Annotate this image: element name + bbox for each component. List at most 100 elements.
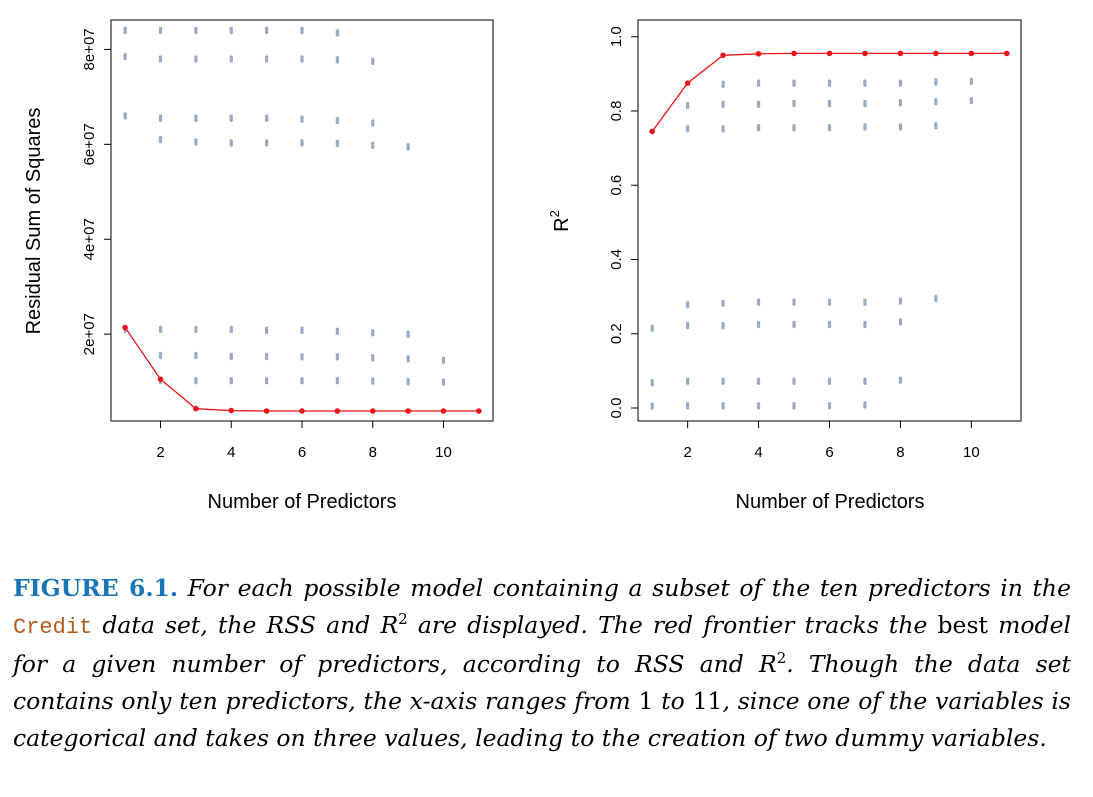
r2-y-tick-label-0: 0.0 [608,398,625,419]
rss-point-x5-5 [264,352,269,361]
r2-point-x1-0 [650,402,654,410]
rss-point-x10-0 [441,356,446,364]
r2-point-x6-0 [827,402,832,410]
r2-frontier-point-10 [968,50,975,57]
rss-point-x8-3 [371,329,375,337]
caption-code-credit: Credit [13,615,93,640]
caption-text-7: to [661,687,685,715]
rss-point-x3-2 [194,114,198,122]
r2-y-axis: 0.0 0.2 0.4 0.6 0.8 1.0 [608,26,638,418]
rss-point-x5-6 [264,376,269,385]
r2-point-x2-5 [685,101,690,110]
caption-num-11: 11 [692,687,723,715]
r2-point-x4-6 [756,79,761,87]
r2-point-x3-1 [721,377,725,385]
rss-point-x8-1 [371,119,375,127]
rss-point-x6-1 [300,55,304,63]
r2-point-x9-1 [934,122,938,130]
rss-frontier-point-2 [157,376,164,383]
caption-text-2: data set, the RSS and [102,611,371,639]
r2-point-x8-1 [898,318,903,326]
rss-point-x3-4 [194,325,198,334]
rss-point-x7-1 [335,56,340,64]
r2-point-x8-2 [898,297,903,305]
caption-text-3: are displayed. The red frontier tracks t… [417,611,928,639]
r2-point-x3-0 [721,402,725,410]
rss-panel: 2 4 6 8 10 2e+07 4e+07 6e+07 8e+07 Number of Pr… [23,19,494,513]
rss-plot-frame [110,19,494,422]
rss-point-x7-0 [335,29,340,37]
rss-point-x2-0 [158,26,163,35]
rss-model-points [123,26,446,386]
rss-y-tick-label-0: 2e+07 [81,313,98,355]
rss-point-x1-1 [123,52,127,61]
r2-point-x4-3 [756,298,761,306]
rss-point-x2-3 [158,135,163,144]
rss-point-x4-4 [229,325,233,334]
r2-frontier-point-4 [755,50,762,57]
r2-point-x5-0 [792,402,796,410]
r2-point-x3-4 [721,125,725,133]
rss-point-x7-6 [335,376,340,385]
r2-point-x9-3 [934,78,938,86]
r2-x-tick-label-6: 6 [825,444,833,461]
r2-point-x1-2 [650,324,654,332]
caption-r2-second: R2 [759,649,787,678]
r2-point-x5-5 [792,99,796,108]
r2-point-x7-2 [863,320,867,329]
rss-x-tick-label-8: 8 [369,444,377,461]
rss-point-x5-2 [264,114,269,122]
r2-point-x7-3 [863,298,867,306]
r2-point-x6-1 [827,377,832,385]
r2-point-x8-4 [898,99,903,107]
r2-x-axis: 2 4 6 8 10 [683,421,980,461]
figure-caption: FIGURE 6.1. For each possible model cont… [13,570,1071,757]
rss-point-x6-5 [300,353,304,361]
r2-point-x6-6 [827,79,832,87]
rss-frontier-point-9 [405,408,411,414]
r2-point-x6-3 [827,298,832,306]
rss-point-x4-2 [229,114,233,122]
r2-point-x2-2 [685,321,690,330]
rss-x-axis-title: Number of Predictors [208,491,397,513]
r2-frontier-point-5 [791,50,797,57]
r2-frontier-point-11 [1004,50,1010,57]
r2-point-x8-0 [898,376,903,384]
rss-point-x8-0 [371,57,375,65]
r2-y-axis-title-base: R [551,217,573,231]
r2-point-x5-1 [792,377,796,385]
rss-point-x1-0 [123,26,127,35]
rss-point-x3-6 [194,376,198,385]
r2-frontier [649,50,1010,135]
r2-y-axis-title-sup: 2 [547,210,562,217]
r2-point-x2-3 [685,301,690,309]
r2-x-tick-label-2: 2 [683,444,691,461]
rss-point-x7-2 [335,116,340,125]
r2-point-x10-1 [969,77,974,85]
rss-point-x8-2 [371,141,375,149]
r2-frontier-point-8 [897,50,904,57]
r2-x-tick-label-4: 4 [754,444,762,461]
rss-frontier-point-4 [228,407,235,414]
r2-point-x5-3 [792,298,796,306]
rss-point-x2-5 [158,351,163,360]
rss-point-x8-5 [371,377,375,385]
r2-point-x3-2 [721,321,725,330]
rss-point-x4-1 [229,55,233,63]
r2-point-x3-6 [721,80,725,88]
rss-point-x6-4 [300,326,304,335]
r2-point-x6-4 [827,123,832,132]
caption-text-5: model for a given number of predictors, … [13,611,1071,678]
r2-point-x4-5 [756,100,761,108]
rss-point-x2-4 [158,325,163,334]
r2-frontier-point-1 [649,128,655,135]
rss-point-x4-3 [229,139,233,147]
figure-canvas: 2 4 6 8 10 2e+07 4e+07 6e+07 8e+07 Number of Pr… [23,19,1022,513]
r2-frontier-point-2 [684,80,691,86]
rss-frontier-point-6 [299,408,305,414]
r2-frontier-point-6 [826,50,833,57]
rss-point-x1-2 [123,112,127,120]
rss-point-x2-2 [158,114,163,122]
r2-point-x1-1 [650,379,654,387]
caption-num-1: 1 [638,687,654,715]
